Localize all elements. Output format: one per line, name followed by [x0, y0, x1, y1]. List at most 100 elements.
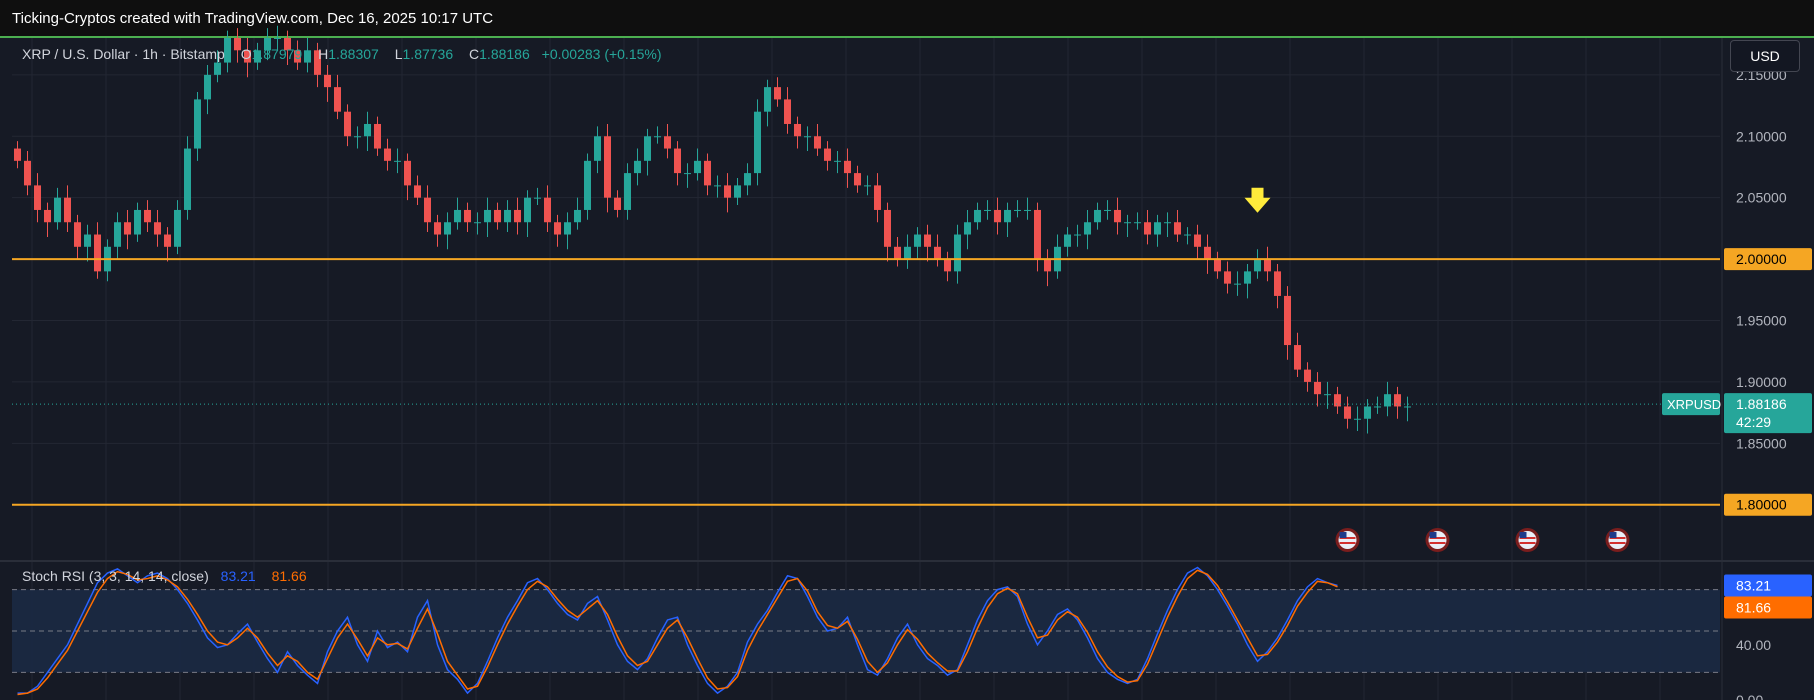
- candle-body: [694, 160, 701, 174]
- candle-body: [114, 222, 121, 247]
- candle-body: [664, 136, 671, 149]
- high-value: 1.88307: [328, 46, 379, 62]
- open-label: O: [240, 46, 252, 62]
- flag-stripe: [1429, 542, 1446, 544]
- candle-body: [514, 209, 521, 223]
- stoch-rsi-name[interactable]: Stoch RSI (3, 3, 14, 14, close): [22, 568, 209, 584]
- candle-body: [224, 38, 231, 63]
- candle-body: [614, 197, 621, 210]
- candle-body: [1104, 209, 1111, 211]
- candle-body: [1404, 406, 1411, 408]
- candle-body: [384, 148, 391, 161]
- candle-body: [1064, 234, 1071, 247]
- close-value: 1.88186: [479, 46, 530, 62]
- candle-body: [1154, 222, 1161, 235]
- price-tick-label: 1.90000: [1736, 374, 1787, 390]
- candle-body: [174, 209, 181, 247]
- candle-body: [314, 50, 321, 75]
- d-value-tag: [1724, 596, 1812, 619]
- candle-body: [354, 136, 361, 138]
- candle-body: [834, 160, 841, 162]
- candle-body: [554, 222, 561, 235]
- candle-body: [1134, 222, 1141, 224]
- candle-body: [754, 111, 761, 174]
- candle-body: [134, 209, 141, 235]
- candle-body: [1254, 259, 1261, 272]
- candle-body: [14, 148, 21, 161]
- currency-button[interactable]: USD: [1730, 40, 1800, 72]
- candle-body: [994, 209, 1001, 223]
- low-label: L: [394, 46, 403, 62]
- candle-body: [804, 136, 811, 138]
- candle-body: [404, 160, 411, 186]
- symbol-tag: [1662, 393, 1720, 416]
- candle-body: [164, 234, 171, 247]
- candle-body: [464, 209, 471, 223]
- candle-body: [1364, 406, 1371, 419]
- candle-body: [424, 197, 431, 223]
- flag-stripe: [1519, 542, 1536, 544]
- candle-body: [794, 123, 801, 137]
- candle-body: [764, 87, 771, 112]
- candle-body: [444, 222, 451, 235]
- candle-body: [1264, 259, 1271, 272]
- candle-body: [344, 111, 351, 137]
- candle-body: [1324, 394, 1331, 396]
- candle-body: [954, 234, 961, 272]
- k-value-tag: [1724, 574, 1812, 597]
- down-arrow-annotation: [1244, 187, 1271, 213]
- candle-body: [824, 148, 831, 161]
- close-label: C: [469, 46, 480, 62]
- candle-body: [24, 160, 31, 186]
- candle-body: [324, 74, 331, 88]
- level-price-tag: [1724, 493, 1812, 516]
- flag-stripe: [1339, 542, 1356, 544]
- candle-body: [454, 209, 461, 223]
- candle-body: [304, 50, 311, 63]
- candle-body: [544, 197, 551, 223]
- candle-body: [884, 209, 891, 247]
- low-value: 1.87736: [402, 46, 454, 62]
- candle-body: [334, 87, 341, 112]
- flag-stripe: [1339, 537, 1356, 539]
- candle-body: [54, 197, 61, 223]
- candle-body: [1394, 394, 1401, 407]
- candle-body: [1024, 209, 1031, 211]
- candle-body: [1184, 234, 1191, 236]
- candle-body: [904, 246, 911, 260]
- candle-body: [1124, 222, 1131, 224]
- candle-body: [564, 222, 571, 235]
- candle-body: [264, 38, 271, 51]
- candle-body: [254, 50, 261, 63]
- symbol-tag-label: XRPUSD: [1667, 397, 1721, 412]
- candle-body: [524, 197, 531, 223]
- change-value: +0.00283 (+0.15%): [541, 46, 662, 62]
- candle-body: [854, 173, 861, 186]
- candle-body: [584, 160, 591, 210]
- stoch-rsi-d-value: 81.66: [271, 568, 307, 584]
- candle-body: [964, 222, 971, 235]
- candle-body: [294, 50, 301, 63]
- candle-body: [1074, 234, 1081, 236]
- candle-body: [934, 246, 941, 260]
- stoch-rsi-d-line: [17, 569, 1338, 696]
- high-label: H: [318, 46, 329, 62]
- candle-body: [1094, 209, 1101, 223]
- candle-body: [474, 222, 481, 224]
- level-price-tag: [1724, 248, 1812, 271]
- candle-body: [944, 259, 951, 272]
- flag-canton: [1519, 532, 1527, 538]
- open-value: 1.87979: [251, 46, 303, 62]
- candle-body: [924, 234, 931, 247]
- candle-body: [1174, 222, 1181, 235]
- level-price-label: 1.80000: [1736, 497, 1787, 513]
- candle-body: [274, 38, 281, 39]
- candle-body: [714, 185, 721, 187]
- stoch-rsi-tick-label: 0.00: [1736, 692, 1763, 700]
- candle-body: [724, 185, 731, 198]
- symbol-label[interactable]: XRP / U.S. Dollar · 1h · Bitstamp: [22, 46, 225, 62]
- candle-body: [594, 136, 601, 161]
- candle-body: [1144, 222, 1151, 235]
- candle-body: [484, 209, 491, 223]
